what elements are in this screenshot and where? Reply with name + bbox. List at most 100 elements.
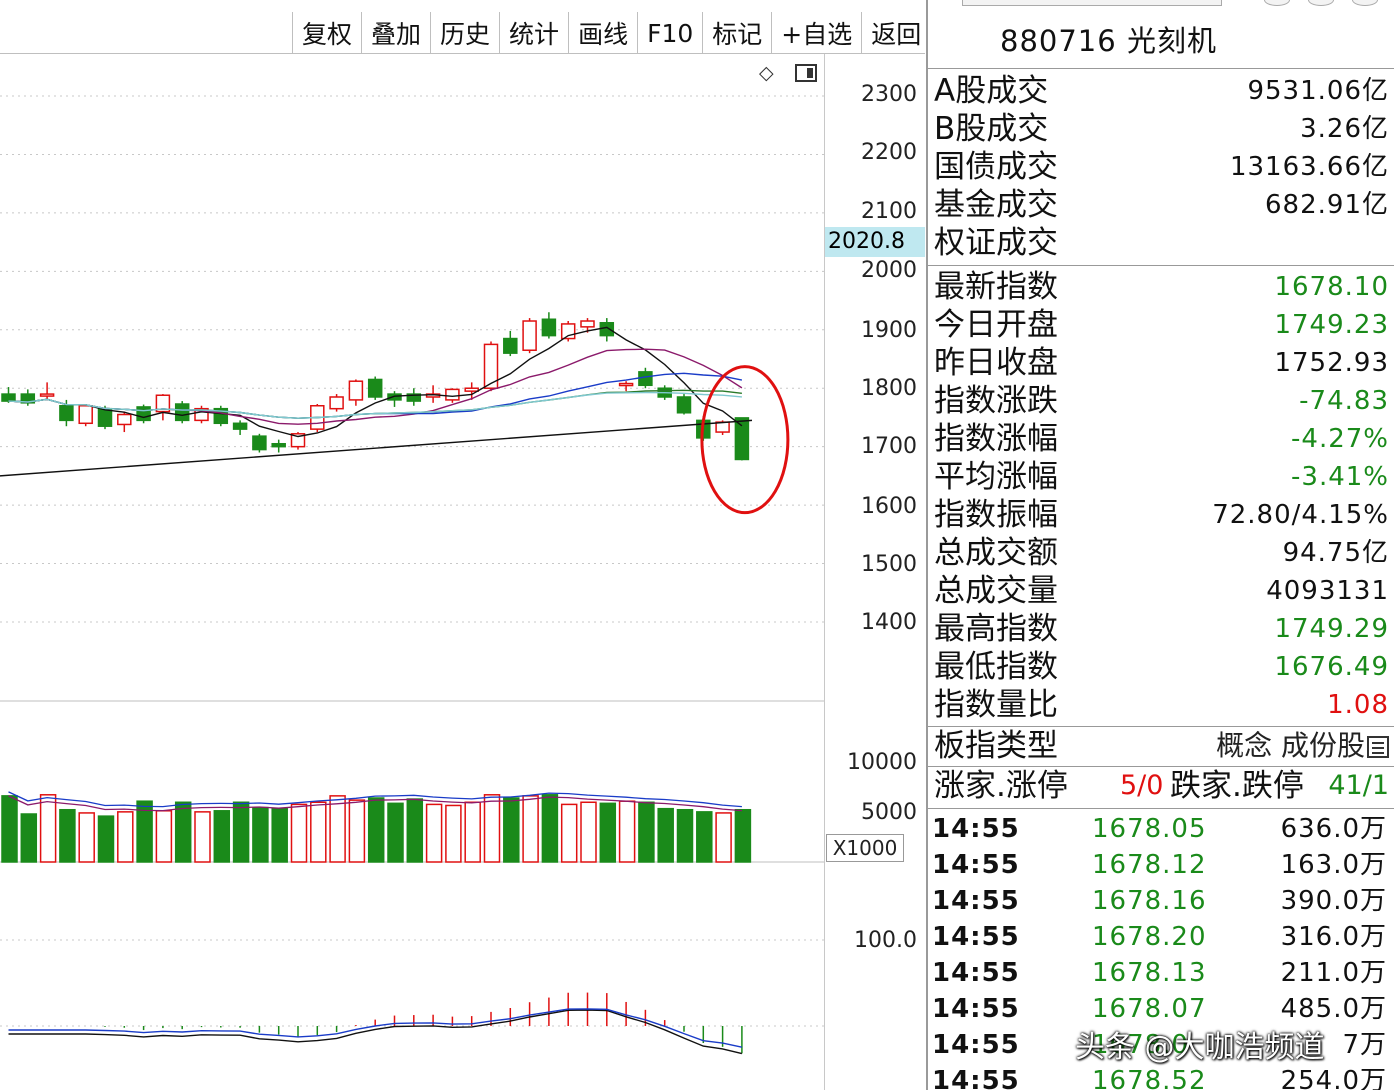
strip-button[interactable] — [1264, 0, 1290, 6]
candle-body — [676, 396, 692, 414]
index-stat-row: 平均涨幅 -3.41% — [934, 458, 1389, 496]
index-stat-row: 昨日收盘 1752.93 — [934, 344, 1389, 382]
draw-line-button[interactable]: 画线 — [568, 12, 637, 54]
candle-body — [97, 407, 113, 427]
stat-label: 总成交量 — [934, 573, 1058, 609]
tick-price: 1678.13 — [1092, 958, 1207, 988]
mark-button[interactable]: 标记 — [702, 12, 771, 54]
history-button[interactable]: 历史 — [430, 12, 499, 54]
tick-price: 1678.07 — [1092, 994, 1207, 1024]
stock-code: 880716 — [1000, 24, 1117, 58]
candle-body — [348, 380, 364, 401]
stat-label: 总成交额 — [934, 535, 1058, 571]
indicator-axis-label: 100.0 — [854, 928, 917, 953]
candle-body — [290, 433, 306, 448]
strip-tab[interactable] — [962, 0, 1222, 6]
tick-time: 14:55 — [932, 886, 1020, 916]
volume-ma-line — [8, 795, 742, 812]
stat-label: 平均涨幅 — [934, 459, 1058, 495]
volume-bar — [367, 797, 385, 863]
candle-body — [522, 320, 537, 351]
panel-toggle-icon[interactable] — [795, 64, 817, 82]
volume-bar — [406, 798, 424, 863]
volume-axis-label: 5000 — [861, 800, 917, 825]
candle-body — [194, 407, 209, 422]
diamond-icon[interactable]: ◇ — [759, 62, 774, 84]
tick-row: 14:55 1678.16 390.0万 — [932, 883, 1387, 919]
back-button[interactable]: 返回 — [861, 12, 925, 54]
kline-chart-svg[interactable] — [0, 54, 824, 1090]
volume-bar — [483, 794, 501, 863]
turnover-row: 基金成交 682.91亿 — [934, 186, 1389, 224]
overlay-button[interactable]: 叠加 — [361, 12, 430, 54]
volume-bar — [580, 801, 597, 863]
stat-value: 1676.49 — [1274, 652, 1389, 682]
long-term-ma-line — [0, 419, 753, 477]
volume-bar — [194, 811, 211, 863]
index-stat-row: 指数涨幅 -4.27% — [934, 420, 1389, 458]
price-axis-label: 1800 — [861, 376, 917, 401]
candle-body — [117, 413, 132, 426]
section-divider — [928, 808, 1394, 809]
volume-bar — [252, 806, 269, 863]
candle-body — [638, 371, 653, 387]
volume-bar — [329, 795, 346, 863]
moving-average-line — [8, 326, 743, 438]
candle-body — [174, 403, 190, 422]
strip-button[interactable] — [1352, 0, 1378, 6]
candle-body — [232, 422, 248, 430]
volume-bar — [97, 815, 115, 863]
volume-bar — [136, 800, 153, 863]
add-watchlist-button[interactable]: +自选 — [771, 12, 861, 54]
stat-label: 指数量比 — [934, 687, 1058, 723]
stat-label: 今日开盘 — [934, 307, 1058, 343]
indicator-line — [8, 1009, 743, 1055]
volume-bar — [657, 807, 674, 863]
candle-body — [367, 378, 383, 398]
stock-title: 880716 光刻机 — [1000, 18, 1217, 60]
stat-label: 昨日收盘 — [934, 345, 1058, 381]
up-count-value: 5/0 — [1120, 770, 1164, 801]
volume-bar — [696, 811, 713, 863]
turnover-value: 682.91亿 — [1265, 190, 1389, 220]
stat-value: 1749.29 — [1274, 614, 1389, 644]
up-count-label: 涨家.涨停 — [934, 768, 1068, 804]
price-axis-label: 1500 — [861, 552, 917, 577]
stat-value: 1749.23 — [1274, 310, 1389, 340]
tick-price: 1678.20 — [1092, 922, 1207, 952]
volume-bar — [117, 811, 134, 863]
volume-bar — [676, 808, 694, 863]
stat-value: 1678.10 — [1274, 272, 1389, 302]
volume-bar — [348, 799, 366, 863]
price-axis-label: 2000 — [861, 258, 917, 283]
plate-type-row[interactable]: 板指类型 概念 成份股 — [934, 727, 1389, 765]
turnover-label: B股成交 — [934, 111, 1049, 147]
candle-body — [59, 405, 74, 422]
stat-value: -4.27% — [1291, 424, 1389, 454]
strip-button[interactable] — [1308, 0, 1334, 6]
index-stat-row: 指数振幅 72.80/4.15% — [934, 496, 1389, 534]
index-stat-row: 指数量比 1.08 — [934, 686, 1389, 724]
candle-body — [271, 442, 286, 448]
candle-body — [252, 435, 267, 451]
stat-value: 72.80/4.15% — [1212, 500, 1389, 530]
list-icon[interactable] — [1367, 736, 1389, 758]
tick-time: 14:55 — [932, 814, 1020, 844]
tick-row: 14:55 1678.12 163.0万 — [932, 847, 1387, 883]
candle-body — [406, 393, 422, 402]
plate-type-value[interactable]: 概念 成份股 — [1216, 727, 1389, 765]
index-stat-row: 最高指数 1749.29 — [934, 610, 1389, 648]
tick-price: 1678.05 — [1092, 814, 1207, 844]
volume-bar — [310, 801, 327, 863]
index-stat-row: 最新指数 1678.10 — [934, 268, 1389, 306]
turnover-row: B股成交 3.26亿 — [934, 110, 1389, 148]
f10-button[interactable]: F10 — [637, 12, 702, 54]
section-divider — [928, 766, 1394, 767]
candle-body — [387, 393, 402, 401]
restore-rights-button[interactable]: 复权 — [292, 12, 361, 54]
index-stat-row: 总成交量 4093131 — [934, 572, 1389, 610]
current-price-tag: 2020.8 — [825, 227, 925, 257]
statistics-button[interactable]: 统计 — [499, 12, 568, 54]
kline-chart-panel[interactable]: 复权 叠加 历史 统计 画线 F10 标记 +自选 返回 ◇ 2300 2200… — [0, 0, 925, 1090]
volume-bar — [560, 803, 578, 863]
